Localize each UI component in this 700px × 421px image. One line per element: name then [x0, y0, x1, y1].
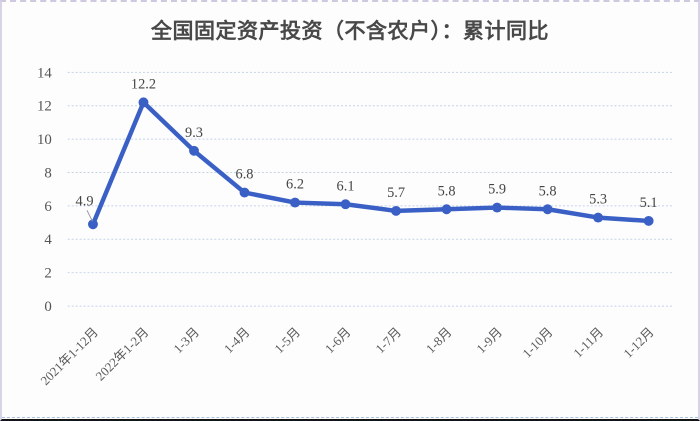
x-axis-tick-label: 2021年1-12月	[38, 325, 101, 388]
data-label-leader-line	[86, 210, 93, 222]
y-axis-tick-label: 2	[44, 266, 51, 282]
x-axis-tick-label: 1-11月	[571, 325, 606, 360]
data-label: 12.2	[131, 77, 156, 93]
data-label: 6.2	[286, 177, 304, 193]
data-label: 5.1	[640, 195, 658, 211]
x-axis-tick-label: 1-3月	[171, 325, 202, 356]
series-line	[90, 100, 651, 227]
data-label: 5.8	[438, 183, 456, 199]
data-label: 6.1	[337, 178, 355, 194]
data-point-marker	[643, 215, 654, 226]
x-axis-tick-label: 1-12月	[621, 325, 657, 361]
data-point-marker	[189, 145, 199, 156]
y-axis-tick-label: 4	[44, 232, 52, 248]
data-point-marker	[492, 202, 503, 213]
data-point-marker	[593, 212, 604, 223]
data-label: 5.9	[488, 182, 506, 198]
x-axis-tick-label: 1-4月	[221, 325, 252, 356]
data-point-marker	[239, 187, 250, 198]
y-axis-tick-label: 0	[44, 299, 51, 315]
data-point-marker	[88, 219, 98, 230]
x-axis-tick-label: 1-9月	[474, 325, 505, 356]
data-label: 6.8	[236, 167, 254, 183]
x-axis-tick-label: 2022年1-2月	[93, 325, 151, 383]
data-label: 4.9	[76, 193, 94, 209]
y-axis-tick-label: 6	[44, 199, 51, 215]
data-point-marker	[340, 199, 351, 210]
data-point-marker	[542, 204, 553, 215]
data-label: 5.7	[387, 185, 405, 201]
data-label: 5.8	[539, 183, 557, 199]
data-label: 9.3	[185, 125, 203, 141]
bottom-dashed-line	[2, 417, 698, 418]
x-axis-tick-label: 1-7月	[373, 325, 404, 356]
y-axis-tick-label: 10	[37, 132, 52, 148]
y-axis-tick-label: 8	[44, 165, 51, 181]
data-point-marker	[391, 205, 402, 216]
y-axis-tick-label: 12	[37, 99, 52, 115]
x-axis-tick-label: 1-5月	[272, 325, 303, 356]
y-axis-tick-label: 14	[37, 65, 52, 81]
x-axis-tick-label: 1-10月	[520, 325, 556, 361]
data-point-marker	[138, 97, 149, 108]
x-axis-tick-label: 1-8月	[424, 325, 455, 356]
data-label: 5.3	[589, 192, 607, 208]
data-point-marker	[290, 197, 300, 208]
x-axis-tick-label: 1-6月	[322, 325, 353, 356]
data-point-marker	[441, 204, 452, 215]
chart-title: 全国固定资产投资（不含农户）：累计同比	[151, 20, 549, 43]
